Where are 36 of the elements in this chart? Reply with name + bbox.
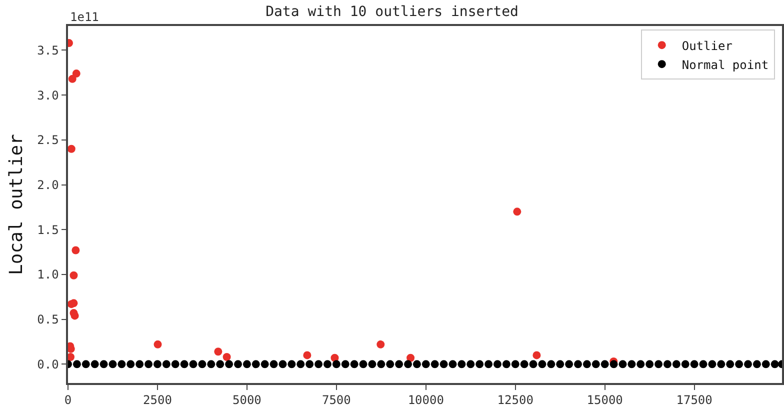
- point: [222, 352, 231, 361]
- point: [72, 70, 80, 78]
- point: [303, 351, 312, 360]
- point: [70, 312, 79, 320]
- point: [376, 340, 385, 348]
- x-tick-label: 0: [64, 393, 72, 408]
- chart-title: Data with 10 outliers inserted: [266, 4, 518, 20]
- point: [72, 246, 80, 254]
- point: [532, 351, 541, 360]
- point: [406, 354, 415, 362]
- point: [68, 74, 76, 83]
- y-tick-label: 1.5: [37, 222, 59, 237]
- x-tick-label: 12500: [497, 393, 534, 408]
- x-tick-label: 5000: [232, 393, 262, 408]
- point: [68, 352, 75, 361]
- x-tick-label: 2500: [143, 393, 172, 408]
- point: [513, 208, 522, 216]
- y-tick-label: 2.5: [37, 133, 59, 148]
- point: [214, 348, 222, 356]
- legend-label: Outlier: [682, 38, 732, 53]
- x-tick-label: 17500: [676, 393, 712, 408]
- y-tick-label: 0.5: [37, 312, 59, 327]
- y-axis-title: Local outlier: [6, 134, 27, 275]
- y-tick-label: 0.0: [37, 357, 59, 372]
- x-tick-label: 7500: [322, 393, 351, 408]
- x-tick-label: 15000: [586, 393, 623, 408]
- y-tick-label: 3.0: [37, 88, 59, 102]
- y-tick-label: 3.5: [37, 43, 59, 58]
- point: [68, 144, 76, 153]
- y-tick-label: 1.0: [37, 268, 59, 282]
- y-tick-label: 2.0: [37, 178, 59, 192]
- text: 1e11: [70, 10, 99, 24]
- legend-label: Normal point: [682, 58, 769, 72]
- point: [70, 271, 78, 280]
- point: [154, 340, 162, 348]
- x-tick-label: 10000: [408, 393, 444, 408]
